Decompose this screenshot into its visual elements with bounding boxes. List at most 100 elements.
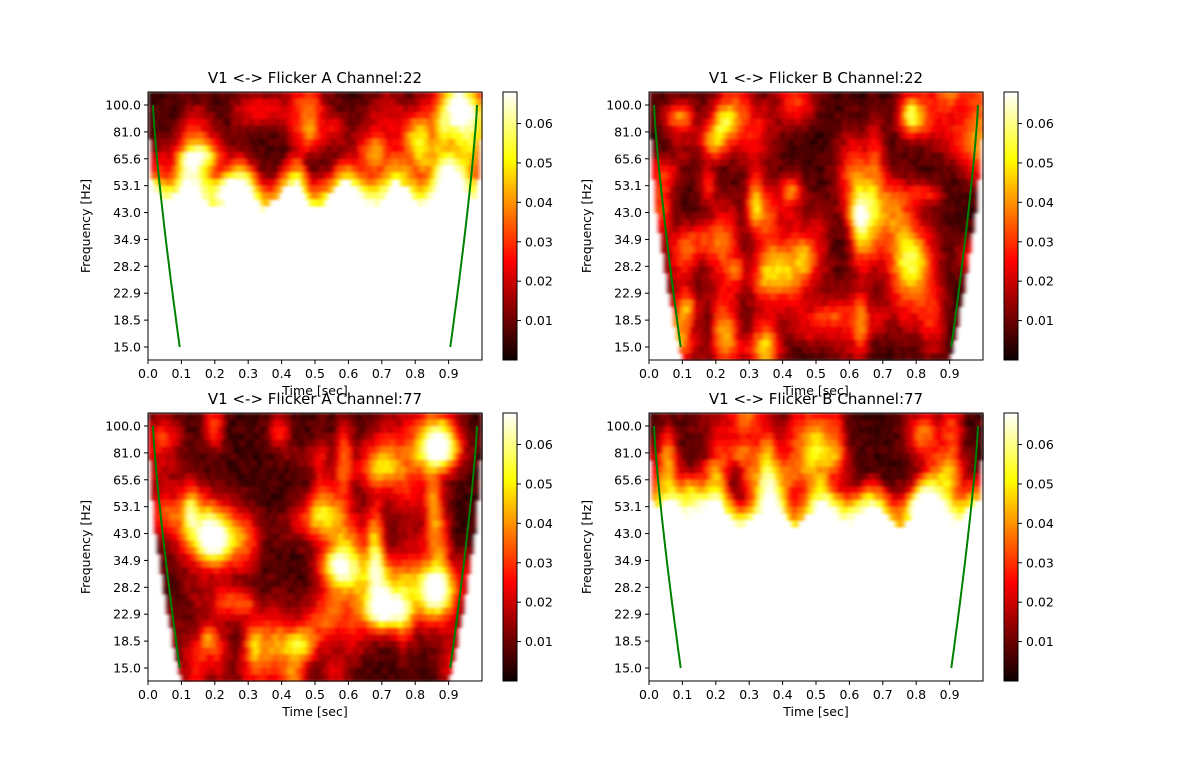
x-tick-label: 0.1 [171,366,191,381]
colorbar-tick-label: 0.05 [525,155,553,170]
x-tick-label: 0.6 [338,366,358,381]
colorbar-tick-label: 0.06 [1026,116,1054,131]
colorbar-tick-label: 0.04 [525,195,553,210]
y-tick-label: 34.9 [614,553,642,568]
y-tick-label: 18.5 [113,634,141,649]
colorbar-tick-label: 0.06 [525,116,553,131]
x-tick-label: 0.2 [205,687,225,702]
colorbar-tick-label: 0.04 [525,516,553,531]
coi-left-curve [152,425,181,669]
x-tick-label: 0.7 [372,366,392,381]
coi-right-curve [950,425,979,669]
colorbar-tick-label: 0.01 [525,634,553,649]
colorbar-gradient [1003,91,1019,361]
y-axis-label: Frequency [Hz] [78,500,93,594]
x-tick-label: 0.4 [272,687,292,702]
y-tick-label: 65.6 [113,151,141,166]
x-tick-label: 0.5 [305,366,325,381]
colorbar-tick-label: 0.02 [1026,595,1054,610]
coi-left-curve [653,104,682,348]
heatmap-image [649,413,984,681]
subplot-3: V1 <-> Flicker A Channel:77 0.0 0.1 0.2 0.3 0… [78,390,553,719]
colorbar: 0.01 0.02 0.03 0.04 0.05 0.06 [502,91,553,361]
coi-right-curve [449,425,478,669]
x-tick-label: 0.4 [773,366,793,381]
x-axis-label: Time [sec] [281,383,347,398]
y-tick-label: 18.5 [614,634,642,649]
y-tick-label: 53.1 [113,499,141,514]
coi-right-curve [449,104,478,348]
x-tick-label: 0.0 [138,687,158,702]
y-tick-label: 81.0 [113,445,141,460]
y-tick-label: 43.0 [113,526,141,541]
y-tick-label: 43.0 [113,205,141,220]
x-tick-label: 0.9 [439,366,459,381]
coi-left-curve [152,104,181,348]
x-tick-label: 0.6 [338,687,358,702]
y-tick-label: 18.5 [614,313,642,328]
y-axis-label: Frequency [Hz] [78,179,93,273]
colorbar: 0.01 0.02 0.03 0.04 0.05 0.06 [1003,412,1054,682]
colorbar-tick-label: 0.04 [1026,195,1054,210]
chart-title: V1 <-> Flicker B Channel:77 [709,390,923,408]
colorbar: 0.01 0.02 0.03 0.04 0.05 0.06 [1003,91,1054,361]
colorbar-tick-label: 0.06 [525,437,553,452]
y-tick-label: 100.0 [606,98,642,113]
y-tick-label: 22.9 [113,607,141,622]
colorbar-gradient [502,91,518,361]
y-tick-label: 15.0 [113,661,141,676]
colorbar-tick-label: 0.03 [1026,555,1054,570]
x-tick-label: 0.2 [205,366,225,381]
x-tick-label: 0.4 [272,366,292,381]
coi-left-curve [653,425,682,669]
y-tick-label: 65.6 [113,472,141,487]
subplot-2: V1 <-> Flicker B Channel:22 0.0 0.1 0.2 0.3 0… [579,69,1054,398]
x-tick-label: 0.3 [739,366,759,381]
y-tick-label: 18.5 [113,313,141,328]
x-tick-label: 0.8 [906,687,926,702]
y-tick-label: 65.6 [614,472,642,487]
x-tick-label: 0.6 [839,687,859,702]
chart-title: V1 <-> Flicker A Channel:22 [208,69,422,87]
colorbar-gradient [502,412,518,682]
colorbar-tick-label: 0.02 [1026,274,1054,289]
x-axis-label: Time [sec] [281,704,347,719]
heatmap-image [148,92,483,360]
colorbar-tick-label: 0.05 [1026,476,1054,491]
y-tick-label: 81.0 [614,445,642,460]
y-tick-label: 81.0 [614,124,642,139]
y-tick-label: 15.0 [113,340,141,355]
x-tick-label: 0.0 [639,366,659,381]
subplot-1: V1 <-> Flicker A Channel:22 0.0 0.1 0.2 0.3 0… [78,69,553,398]
x-tick-label: 0.1 [171,687,191,702]
y-tick-label: 15.0 [614,661,642,676]
x-tick-label: 0.3 [739,687,759,702]
colorbar-tick-label: 0.02 [525,274,553,289]
x-tick-label: 0.3 [238,366,258,381]
x-tick-label: 0.0 [639,687,659,702]
x-tick-label: 0.8 [906,366,926,381]
heatmap-image [649,92,984,361]
colorbar-gradient [1003,412,1019,682]
y-tick-label: 34.9 [113,553,141,568]
y-tick-label: 43.0 [614,205,642,220]
x-axis-label: Time [sec] [782,383,848,398]
x-tick-label: 0.1 [672,687,692,702]
chart-title: V1 <-> Flicker A Channel:77 [208,390,422,408]
y-tick-label: 34.9 [614,232,642,247]
y-tick-label: 15.0 [614,340,642,355]
heatmap-image [148,413,483,682]
y-tick-label: 22.9 [113,286,141,301]
x-tick-label: 0.6 [839,366,859,381]
x-tick-label: 0.7 [873,687,893,702]
y-tick-label: 28.2 [614,580,642,595]
colorbar-tick-label: 0.06 [1026,437,1054,452]
y-tick-label: 53.1 [614,499,642,514]
y-tick-label: 22.9 [614,607,642,622]
colorbar-tick-label: 0.05 [525,476,553,491]
x-tick-label: 0.5 [806,366,826,381]
x-tick-label: 0.3 [238,687,258,702]
x-tick-label: 0.8 [405,687,425,702]
colorbar-tick-label: 0.05 [1026,155,1054,170]
y-tick-label: 28.2 [113,259,141,274]
